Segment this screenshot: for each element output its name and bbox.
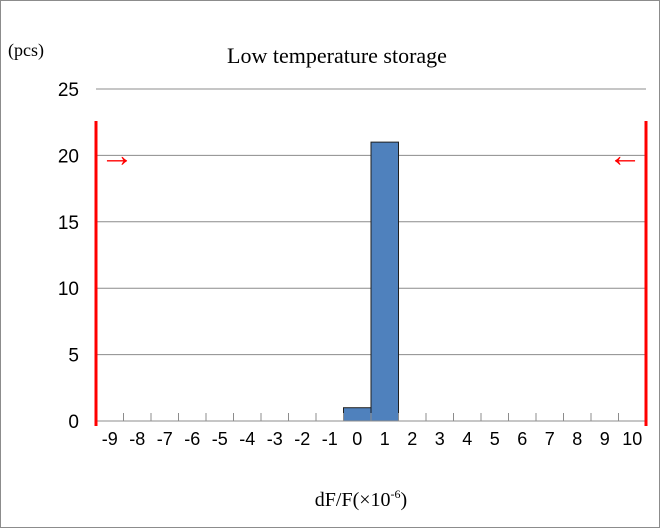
x-tick-label: -3 xyxy=(267,429,283,449)
x-tick-label: -6 xyxy=(184,429,200,449)
x-tick-label: 2 xyxy=(407,429,417,449)
x-axis-label-exponent: -6 xyxy=(391,487,401,501)
x-tick-label: 6 xyxy=(517,429,527,449)
x-axis-label-close: ) xyxy=(401,489,408,511)
chart-title: Low temperature storage xyxy=(227,43,447,68)
limit-lines: → ← xyxy=(94,121,648,426)
y-tick-label: 5 xyxy=(68,346,79,367)
upper-limit-arrow: ← xyxy=(608,136,642,174)
y-tick-label: 0 xyxy=(68,412,79,433)
lower-limit-arrow: → xyxy=(100,136,134,174)
x-tick-labels: -9 -8 -7 -6 -5 -4 -3 -2 -1 0 1 2 3 4 5 6 7 8 9 10 xyxy=(102,429,643,449)
x-tick-label: 10 xyxy=(622,429,642,449)
x-tick-label: -8 xyxy=(129,429,145,449)
y-tick-labels: 0 5 10 15 20 25 xyxy=(58,80,79,433)
axes xyxy=(95,413,647,422)
x-tick-label: 8 xyxy=(572,429,582,449)
x-tick-label: -4 xyxy=(239,429,255,449)
x-tick-label: 3 xyxy=(435,429,445,449)
x-tick-label: -5 xyxy=(212,429,228,449)
y-tick-label: 15 xyxy=(58,213,79,234)
x-tick-label: -7 xyxy=(157,429,173,449)
x-tick-label: 0 xyxy=(352,429,362,449)
x-axis-label: dF/F(×10-6) xyxy=(315,487,407,511)
y-tick-label: 20 xyxy=(58,146,79,167)
y-tick-label: 10 xyxy=(58,279,79,300)
x-tick-label: 9 xyxy=(600,429,610,449)
x-tick-label: -9 xyxy=(102,429,118,449)
y-tick-label: 25 xyxy=(58,80,79,101)
x-tick-label: 7 xyxy=(545,429,555,449)
x-tick-label: 5 xyxy=(490,429,500,449)
x-tick-label: -2 xyxy=(294,429,310,449)
bars xyxy=(343,141,399,422)
y-axis-unit-label: (pcs) xyxy=(8,40,44,61)
x-tick-label: 4 xyxy=(462,429,472,449)
x-tick-label: -1 xyxy=(322,429,338,449)
bar xyxy=(370,141,399,422)
x-tick-label: 1 xyxy=(380,429,390,449)
x-axis-label-main: dF/F(×10 xyxy=(315,489,391,511)
bar xyxy=(343,407,372,422)
